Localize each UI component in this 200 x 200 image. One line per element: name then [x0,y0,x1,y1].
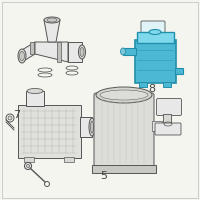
Polygon shape [35,42,68,62]
Ellipse shape [44,17,60,23]
Polygon shape [68,42,82,62]
Bar [24,157,34,162]
Bar [163,114,171,124]
Ellipse shape [96,87,152,103]
Ellipse shape [27,88,43,94]
Polygon shape [22,42,35,62]
Text: 8: 8 [148,84,156,94]
Bar [139,82,147,87]
Bar [64,157,74,162]
Bar [163,82,171,87]
Text: 5: 5 [101,171,108,181]
Text: 7: 7 [13,110,21,120]
Ellipse shape [8,116,12,120]
Ellipse shape [90,121,94,133]
FancyBboxPatch shape [18,104,80,158]
FancyBboxPatch shape [94,93,154,169]
Bar [152,121,162,131]
Ellipse shape [20,51,24,60]
FancyBboxPatch shape [141,21,165,37]
Bar [92,165,156,173]
Ellipse shape [100,90,148,100]
Polygon shape [44,20,60,42]
Ellipse shape [89,118,95,136]
FancyBboxPatch shape [134,40,176,82]
Ellipse shape [26,164,30,168]
Ellipse shape [78,45,86,59]
FancyBboxPatch shape [156,98,182,116]
Bar [175,68,183,74]
FancyBboxPatch shape [155,123,181,135]
Ellipse shape [149,29,161,34]
Bar [57,42,61,62]
Bar [80,117,92,137]
Ellipse shape [18,49,26,63]
Bar [30,42,34,54]
Ellipse shape [47,18,57,22]
Bar [26,91,44,106]
FancyBboxPatch shape [136,31,174,43]
Ellipse shape [80,47,84,56]
Ellipse shape [120,48,126,55]
Bar [123,48,136,55]
